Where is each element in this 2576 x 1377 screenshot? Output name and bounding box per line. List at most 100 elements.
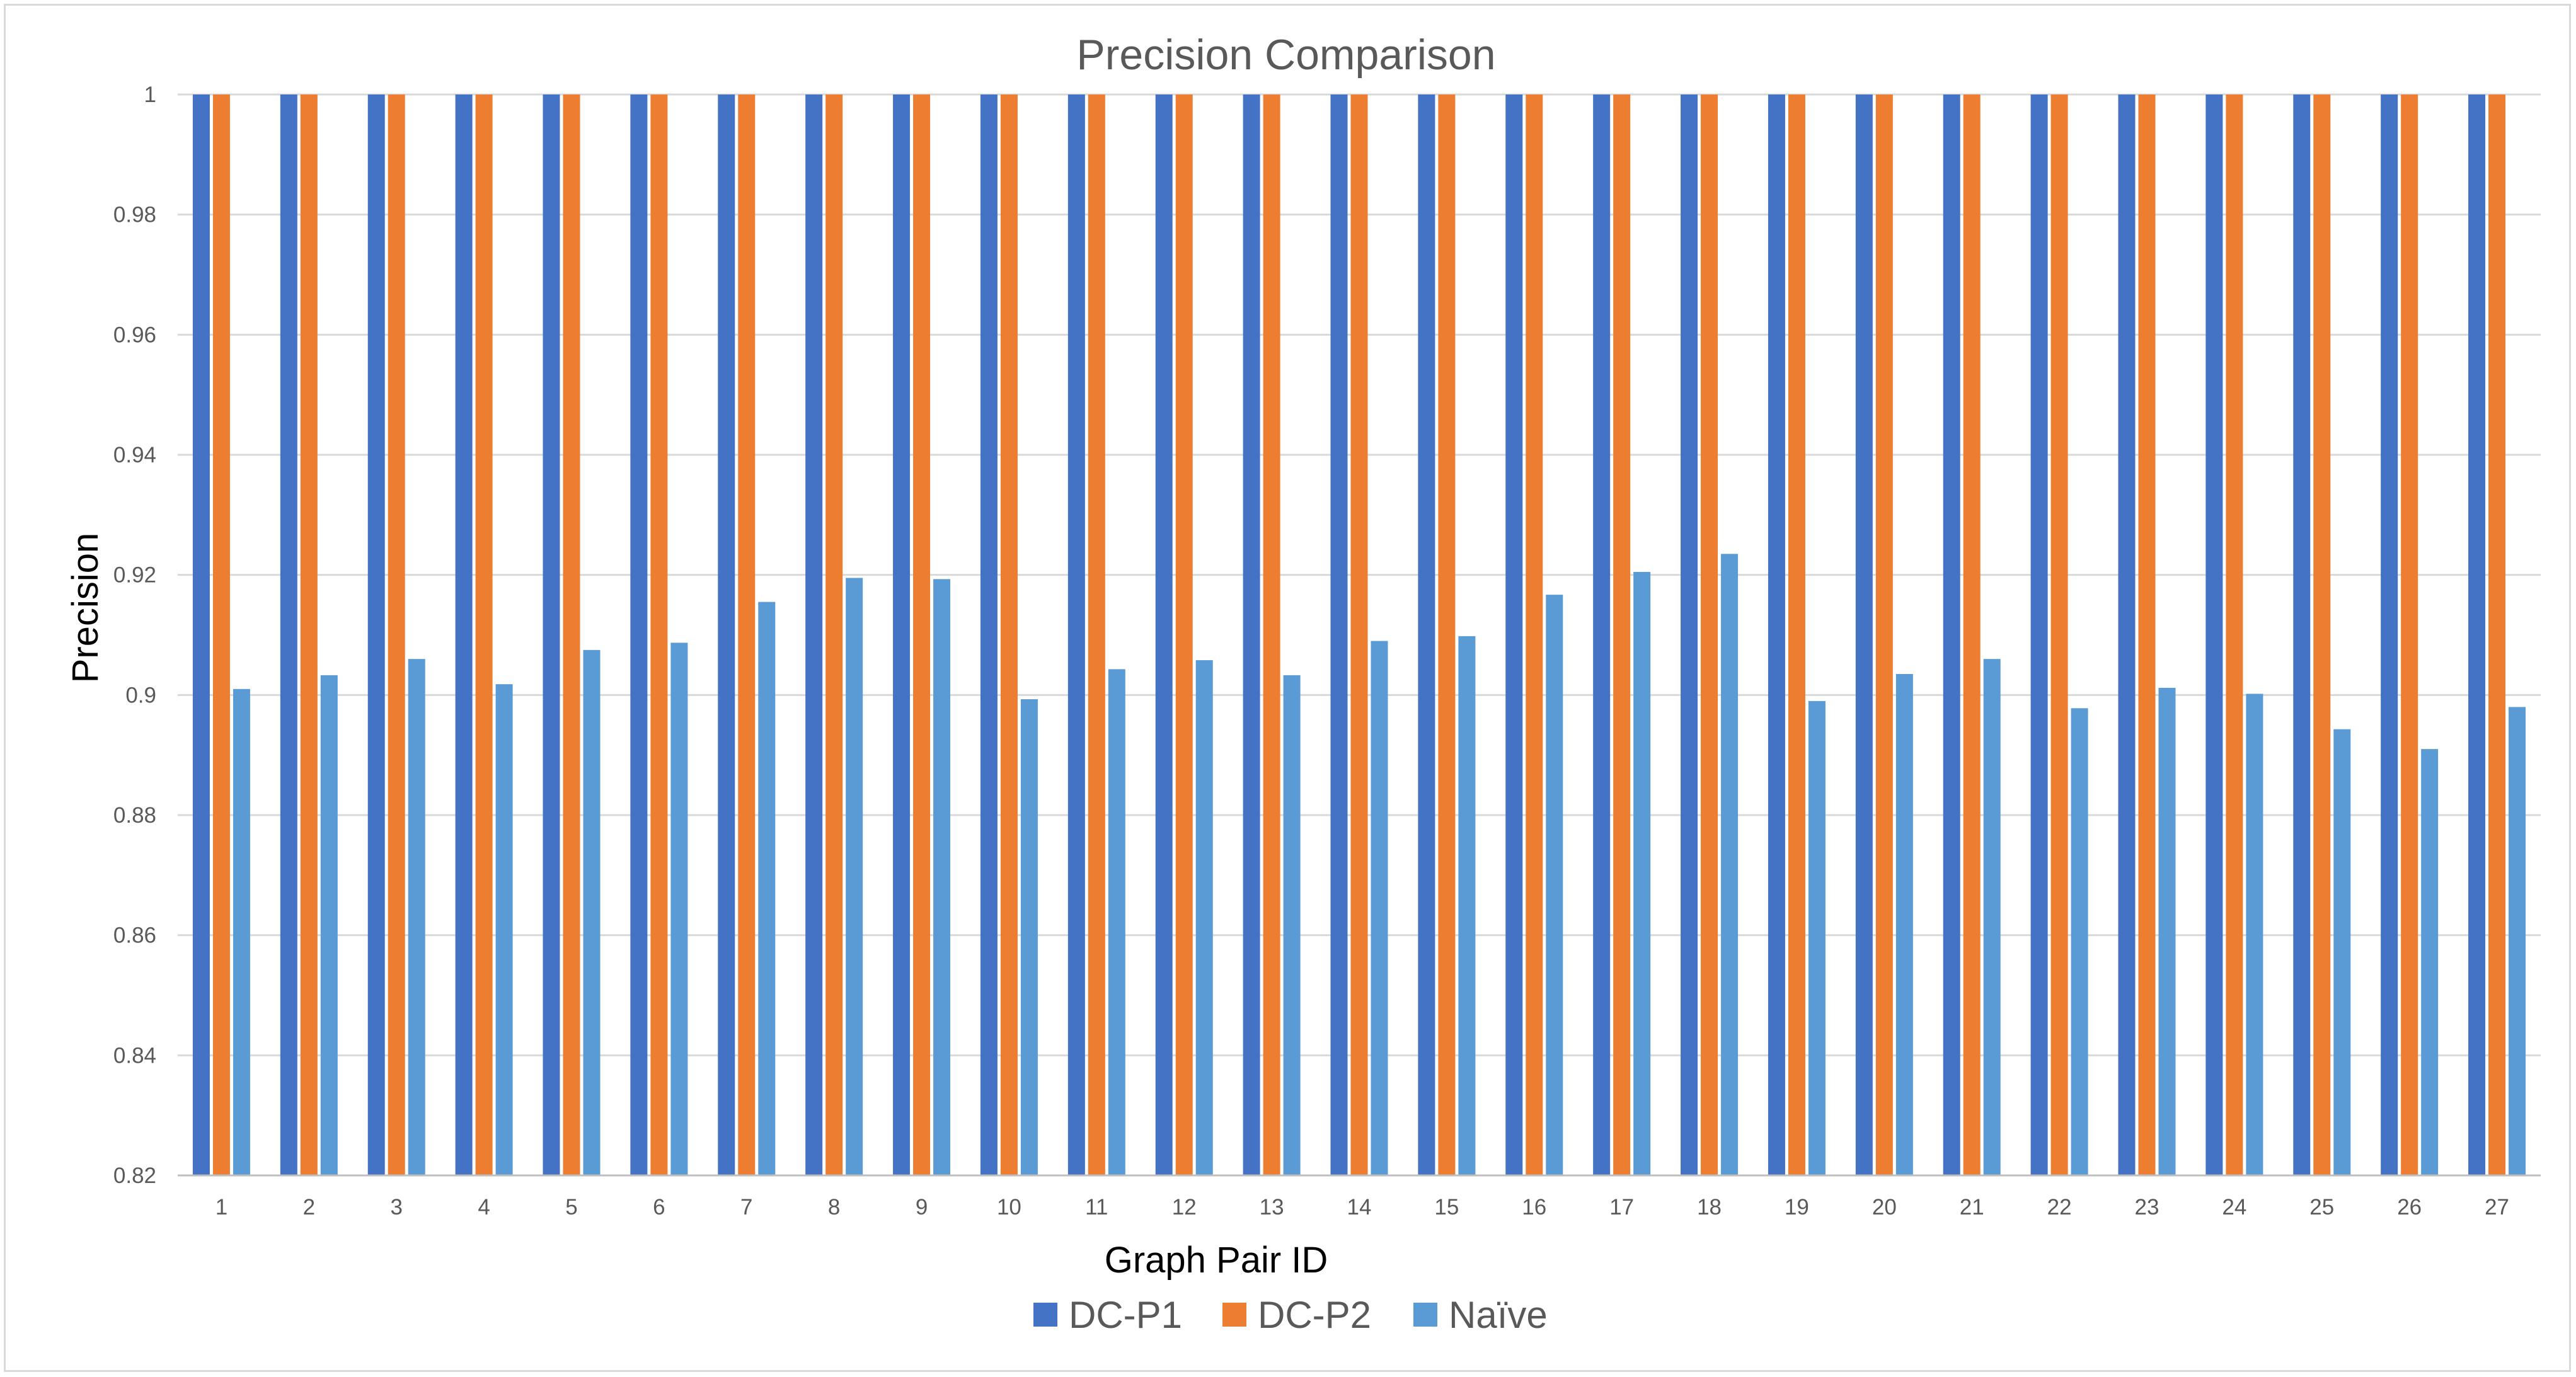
x-axis-title: Graph Pair ID: [1105, 1240, 1328, 1281]
bar-dc-p2-11: [1088, 94, 1105, 1175]
y-tick-label: 0.92: [113, 563, 156, 588]
bar-dc-p1-12: [1155, 94, 1173, 1175]
bar-dc-p1-1: [192, 94, 210, 1175]
bar-dc-p1-4: [455, 94, 473, 1175]
bar-na-ve-23: [2158, 687, 2176, 1175]
bar-dc-p1-3: [367, 94, 385, 1175]
bar-dc-p1-27: [2468, 94, 2486, 1175]
bar-dc-p2-1: [212, 94, 230, 1175]
bar-dc-p1-9: [893, 94, 911, 1175]
y-tick-label: 0.96: [113, 323, 156, 347]
bar-dc-p1-7: [718, 94, 735, 1175]
bar-dc-p1-19: [1768, 94, 1785, 1175]
bar-na-ve-15: [1458, 636, 1476, 1175]
bar-dc-p2-25: [2313, 94, 2331, 1175]
legend-label: Naïve: [1449, 1294, 1548, 1336]
bar-dc-p2-24: [2226, 94, 2243, 1175]
bar-dc-p2-18: [1701, 94, 1718, 1175]
bar-dc-p1-11: [1067, 94, 1085, 1175]
legend-swatch: [1222, 1303, 1246, 1327]
x-tick-label: 20: [1872, 1195, 1897, 1220]
bar-dc-p2-10: [1000, 94, 1018, 1175]
bar-dc-p1-13: [1243, 94, 1260, 1175]
bar-na-ve-24: [2246, 694, 2263, 1175]
bar-na-ve-5: [583, 649, 601, 1175]
x-tick-label: 12: [1172, 1195, 1197, 1220]
bar-dc-p1-10: [980, 94, 998, 1175]
x-tick-label: 1: [216, 1195, 227, 1220]
bar-dc-p2-22: [2050, 94, 2068, 1175]
bar-na-ve-7: [758, 602, 776, 1175]
x-tick-label: 23: [2135, 1195, 2159, 1220]
x-tick-label: 3: [390, 1195, 402, 1220]
bar-dc-p2-12: [1175, 94, 1193, 1175]
bar-na-ve-10: [1020, 699, 1038, 1175]
bar-dc-p1-26: [2381, 94, 2398, 1175]
bar-dc-p1-25: [2293, 94, 2311, 1175]
bar-na-ve-19: [1808, 700, 1826, 1175]
bar-dc-p1-22: [2030, 94, 2048, 1175]
x-tick-label: 8: [828, 1195, 840, 1220]
bar-dc-p2-9: [913, 94, 931, 1175]
bar-na-ve-26: [2421, 749, 2439, 1175]
bar-dc-p2-2: [300, 94, 318, 1175]
bar-dc-p2-15: [1438, 94, 1456, 1175]
bar-na-ve-21: [1983, 659, 2001, 1175]
bar-dc-p2-27: [2488, 94, 2506, 1175]
x-tick-label: 13: [1260, 1195, 1284, 1220]
bar-na-ve-2: [320, 675, 338, 1175]
bar-dc-p2-23: [2138, 94, 2156, 1175]
bar-dc-p2-3: [388, 94, 405, 1175]
bar-na-ve-9: [933, 579, 951, 1175]
bar-dc-p2-13: [1263, 94, 1280, 1175]
y-tick-label: 0.84: [113, 1043, 156, 1068]
y-tick-label: 0.94: [113, 443, 156, 467]
y-axis-tick-labels: 0.82 0.84 0.86 0.88 0.9 0.92 0.94 0.96 0.98 1: [113, 83, 156, 1188]
bar-dc-p1-16: [1505, 94, 1523, 1175]
bar-na-ve-22: [2071, 708, 2088, 1175]
x-tick-label: 26: [2397, 1195, 2422, 1220]
bar-na-ve-1: [233, 688, 250, 1175]
bar-na-ve-18: [1721, 554, 1739, 1175]
bar-dc-p2-14: [1350, 94, 1368, 1175]
x-tick-label: 15: [1434, 1195, 1459, 1220]
x-tick-label: 14: [1347, 1195, 1372, 1220]
chart-title: Precision Comparison: [1076, 31, 1495, 79]
y-tick-label: 1: [144, 83, 156, 107]
bar-na-ve-11: [1108, 669, 1125, 1175]
y-axis-title: Precision: [65, 533, 106, 683]
bar-na-ve-13: [1283, 675, 1301, 1175]
bar-na-ve-6: [670, 643, 688, 1175]
x-tick-label: 10: [997, 1195, 1021, 1220]
bar-dc-p1-23: [2118, 94, 2136, 1175]
bar-na-ve-14: [1371, 641, 1388, 1175]
x-tick-label: 21: [1960, 1195, 1984, 1220]
x-tick-label: 22: [2047, 1195, 2072, 1220]
bar-dc-p1-24: [2205, 94, 2223, 1175]
bars: [192, 94, 2526, 1175]
bar-na-ve-27: [2509, 707, 2526, 1175]
y-tick-label: 0.98: [113, 203, 156, 227]
bar-dc-p1-5: [543, 94, 560, 1175]
bar-na-ve-4: [495, 684, 513, 1175]
x-tick-label: 7: [740, 1195, 752, 1220]
bar-dc-p1-14: [1330, 94, 1348, 1175]
x-tick-label: 24: [2222, 1195, 2246, 1220]
x-tick-label: 16: [1522, 1195, 1546, 1220]
x-tick-label: 6: [653, 1195, 665, 1220]
bar-dc-p2-21: [1963, 94, 1981, 1175]
legend-label: DC-P1: [1069, 1294, 1182, 1336]
bar-na-ve-8: [846, 578, 863, 1175]
x-tick-label: 4: [478, 1195, 490, 1220]
y-tick-label: 0.9: [125, 683, 156, 707]
x-tick-label: 11: [1085, 1195, 1108, 1220]
x-tick-label: 18: [1697, 1195, 1722, 1220]
x-tick-label: 9: [916, 1195, 928, 1220]
x-tick-label: 2: [303, 1195, 315, 1220]
bar-dc-p2-26: [2401, 94, 2418, 1175]
x-tick-label: 25: [2309, 1195, 2334, 1220]
bar-dc-p1-21: [1943, 94, 1960, 1175]
bar-dc-p2-5: [563, 94, 580, 1175]
bar-dc-p1-8: [805, 94, 823, 1175]
